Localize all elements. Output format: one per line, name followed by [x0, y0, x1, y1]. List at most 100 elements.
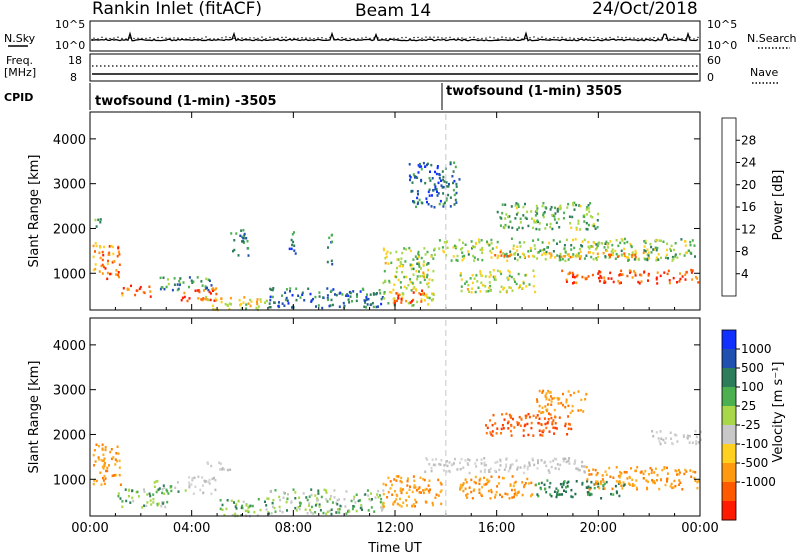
power-data-cell	[658, 239, 661, 242]
x-tick-label: 04:00	[173, 521, 210, 536]
velocity-data-cell	[686, 437, 689, 440]
velocity-data-cell	[537, 421, 540, 425]
power-data-cell	[501, 203, 504, 206]
power-data-cell	[117, 271, 120, 274]
power-data-cell	[532, 269, 535, 272]
velocity-data-cell	[157, 502, 160, 505]
power-data-cell	[494, 278, 497, 281]
power-data-cell	[589, 215, 592, 218]
noise-search-dot	[477, 38, 479, 40]
velocity-data-cell	[512, 484, 515, 488]
power-data-cell	[412, 258, 415, 261]
velocity-data-cell	[552, 459, 555, 463]
power-data-cell	[430, 205, 433, 208]
power-data-cell	[578, 247, 581, 251]
velocity-colorbar-segment	[722, 330, 736, 350]
noise-search-dot	[165, 37, 167, 39]
power-data-cell	[507, 215, 509, 219]
velocity-data-cell	[351, 507, 354, 511]
power-data-cell	[671, 259, 674, 262]
power-data-cell	[271, 288, 274, 292]
velocity-data-cell	[557, 402, 560, 405]
power-data-cell	[611, 243, 614, 247]
power-data-cell	[499, 290, 502, 294]
x-tick-label: 00:00	[681, 521, 718, 536]
power-data-cell	[618, 282, 621, 285]
power-data-cell	[591, 273, 594, 277]
velocity-data-cell	[663, 467, 666, 470]
velocity-data-cell	[685, 470, 688, 473]
velocity-data-cell	[598, 486, 601, 490]
velocity-data-cell	[233, 501, 235, 504]
power-data-cell	[612, 253, 614, 257]
velocity-data-cell	[230, 499, 233, 503]
power-data-cell	[281, 294, 283, 297]
power-data-cell	[343, 304, 346, 308]
velocity-data-cell	[530, 426, 533, 430]
power-data-cell	[440, 179, 442, 182]
velocity-data-cell	[267, 512, 270, 515]
velocity-data-cell	[167, 492, 170, 495]
velocity-data-cell	[564, 424, 567, 428]
power-data-cell	[117, 273, 120, 277]
noise-search-dot	[93, 37, 95, 39]
velocity-data-cell	[114, 458, 117, 461]
velocity-data-cell	[468, 458, 471, 462]
velocity-data-cell	[648, 473, 650, 476]
power-data-cell	[623, 247, 626, 251]
power-data-cell	[458, 238, 461, 242]
power-data-cell	[512, 247, 515, 250]
velocity-data-cell	[219, 499, 222, 502]
power-data-cell	[173, 277, 176, 280]
power-data-cell	[461, 259, 464, 262]
velocity-data-cell	[666, 472, 669, 475]
power-data-cell	[400, 286, 402, 289]
power-data-cell	[522, 282, 525, 285]
velocity-data-cell	[502, 477, 505, 480]
velocity-data-cell	[654, 467, 657, 470]
power-data-cell	[655, 259, 658, 262]
velocity-data-cell	[536, 414, 539, 417]
power-data-cell	[489, 271, 492, 274]
power-data-cell	[513, 253, 516, 256]
velocity-data-cell	[568, 462, 571, 465]
power-data-cell	[503, 286, 505, 290]
velocity-data-cell	[208, 482, 211, 485]
velocity-data-cell	[659, 430, 662, 433]
power-data-cell	[421, 289, 424, 292]
velocity-data-cell	[562, 483, 565, 486]
power-data-cell	[676, 281, 678, 284]
velocity-data-cell	[470, 478, 473, 482]
noise-search-dot	[325, 38, 327, 40]
velocity-data-cell	[511, 463, 514, 466]
power-data-cell	[418, 292, 421, 295]
power-data-cell	[486, 242, 489, 245]
power-data-cell	[431, 177, 434, 180]
velocity-data-cell	[494, 469, 497, 473]
noise-search-dot	[421, 37, 423, 39]
power-data-cell	[633, 258, 636, 261]
velocity-data-cell	[697, 479, 700, 483]
power-data-cell	[500, 254, 503, 257]
velocity-data-cell	[354, 501, 357, 504]
velocity-data-cell	[682, 434, 685, 437]
y-tick-label: 1000	[53, 267, 86, 282]
velocity-data-cell	[199, 488, 202, 492]
velocity-data-cell	[406, 479, 409, 483]
power-data-cell	[203, 289, 205, 292]
velocity-data-cell	[442, 469, 445, 472]
velocity-data-cell	[422, 491, 425, 495]
noise-search-dot	[249, 37, 251, 39]
power-data-cell	[519, 245, 522, 248]
noise-search-dot	[525, 37, 527, 40]
velocity-data-cell	[489, 431, 492, 434]
velocity-data-cell	[513, 426, 516, 429]
power-data-cell	[691, 239, 694, 242]
power-data-cell	[104, 267, 107, 270]
power-data-cell	[464, 282, 467, 285]
power-data-cell	[485, 290, 488, 293]
velocity-data-cell	[118, 459, 121, 463]
velocity-data-cell	[574, 459, 577, 462]
velocity-data-cell	[184, 489, 187, 492]
power-data-cell	[397, 294, 400, 297]
